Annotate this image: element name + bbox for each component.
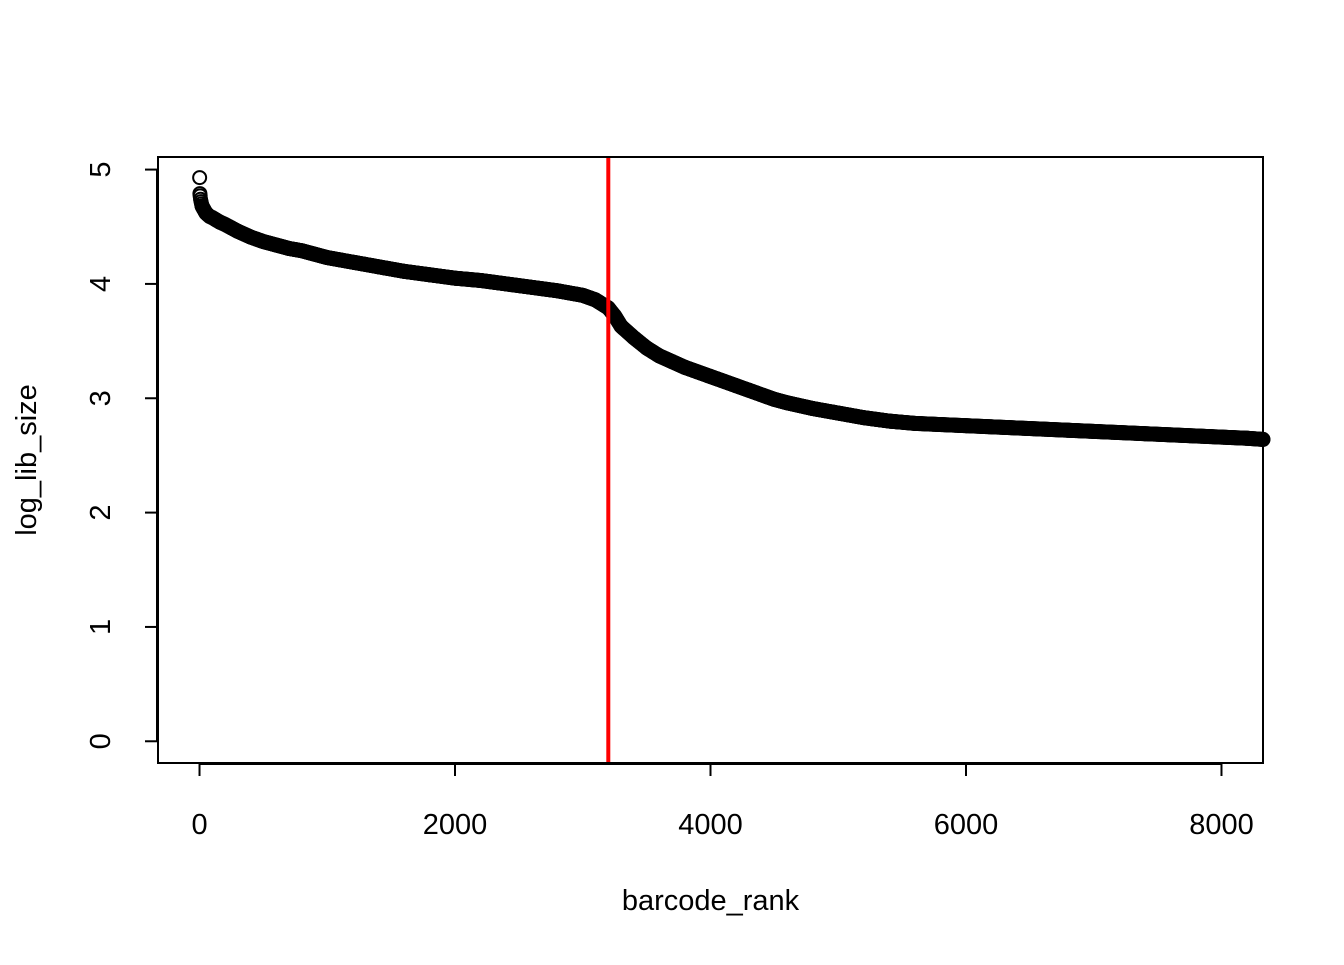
x-axis: 0 2000 4000 6000 8000 bbox=[191, 763, 1254, 841]
y-tick-label: 2 bbox=[85, 505, 117, 521]
y-tick-label: 5 bbox=[85, 162, 117, 178]
x-axis-title: barcode_rank bbox=[622, 885, 800, 917]
data-point bbox=[192, 170, 208, 186]
y-tick-label: 4 bbox=[85, 276, 117, 292]
x-tick-label: 2000 bbox=[423, 809, 488, 841]
x-tick-label: 6000 bbox=[934, 809, 999, 841]
y-tick-label: 3 bbox=[85, 390, 117, 406]
x-tick-label: 8000 bbox=[1189, 809, 1254, 841]
points-layer bbox=[192, 170, 1271, 447]
y-axis-title: log_lib_size bbox=[11, 384, 43, 536]
plot-frame bbox=[157, 156, 1264, 764]
y-axis: 0 1 2 3 4 5 bbox=[85, 162, 158, 749]
x-tick-label: 4000 bbox=[678, 809, 743, 841]
y-tick-label: 1 bbox=[85, 619, 117, 635]
y-tick-label: 0 bbox=[85, 733, 117, 749]
x-tick-label: 0 bbox=[191, 809, 207, 841]
